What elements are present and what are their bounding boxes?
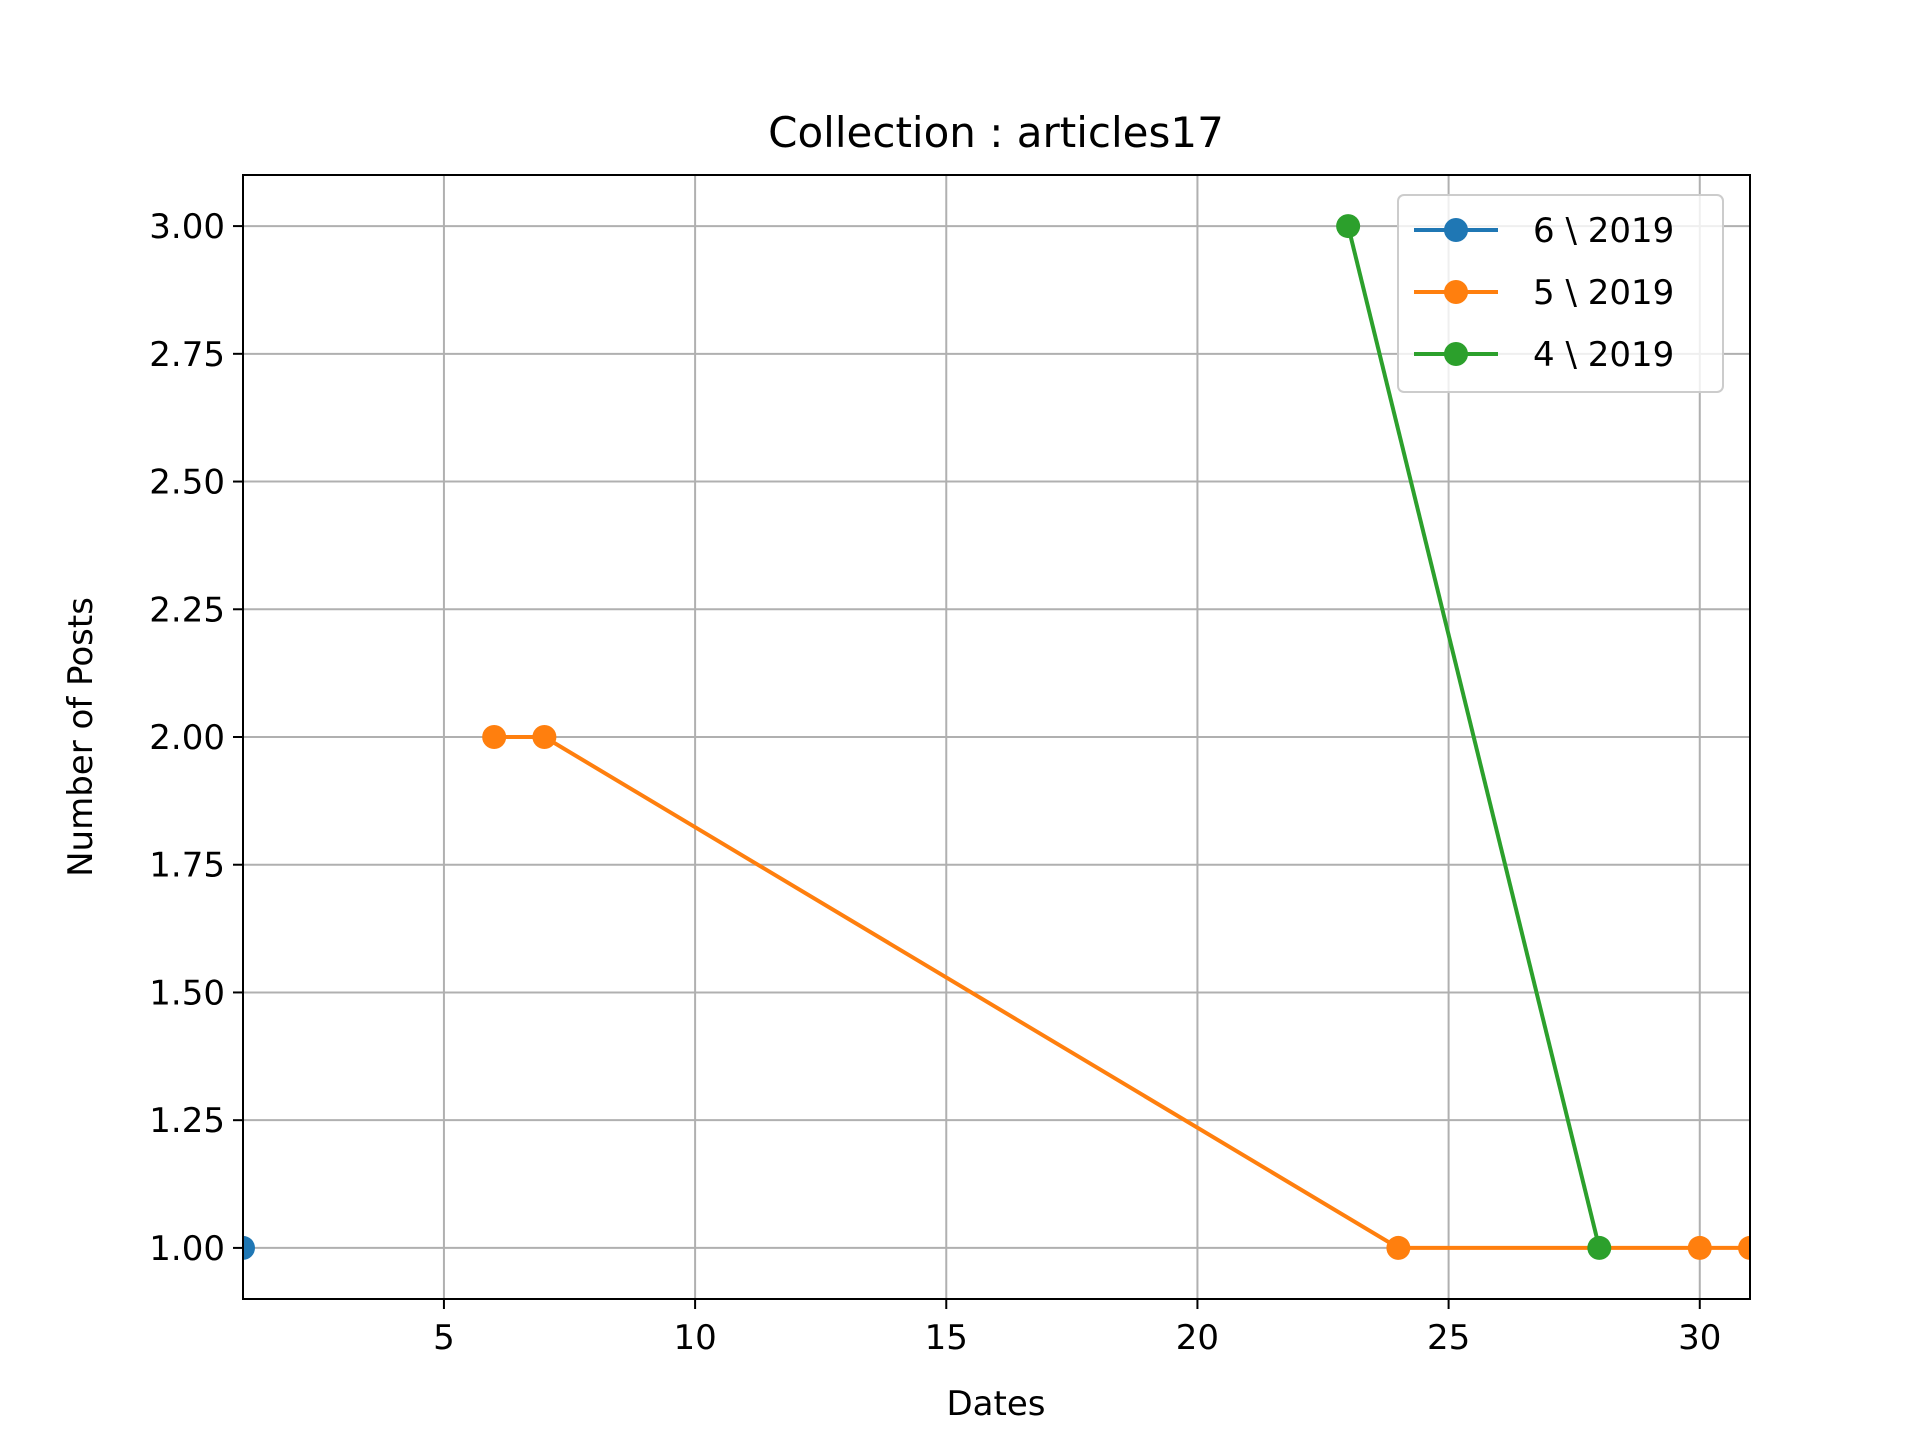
- x-tick-label: 15: [925, 1318, 968, 1358]
- legend-marker: [1444, 342, 1468, 366]
- series-layer: [243, 214, 1750, 1260]
- y-tick-label: 2.25: [149, 590, 225, 630]
- legend-marker: [1444, 218, 1468, 242]
- data-point: [1587, 1235, 1612, 1260]
- legend-box: [1397, 194, 1724, 393]
- y-tick-label: 2.00: [149, 718, 225, 758]
- y-tick-label: 3.00: [149, 207, 225, 247]
- data-point: [1687, 1235, 1712, 1260]
- legend: 6 \ 2019 5 \ 2019 4 \ 2019: [1397, 194, 1724, 393]
- y-tick-label: 2.50: [149, 463, 225, 503]
- legend-marker: [1444, 280, 1468, 304]
- x-tick-label: 25: [1427, 1318, 1470, 1358]
- legend-item: 6 \ 2019: [1414, 211, 1674, 251]
- data-point: [1738, 1235, 1750, 1260]
- x-tick-label: 20: [1176, 1318, 1219, 1358]
- grid-lines: [243, 175, 1750, 1299]
- x-tick-label: 5: [433, 1318, 455, 1358]
- legend-label: 5 \ 2019: [1533, 273, 1674, 313]
- chart-title: Collection : articles17: [768, 108, 1224, 157]
- x-axis-ticks: 5 10 15 20 25 30: [433, 1299, 1721, 1358]
- x-tick-label: 10: [673, 1318, 716, 1358]
- x-axis-label: Dates: [947, 1384, 1046, 1424]
- y-axis-ticks: 1.00 1.25 1.50 1.75 2.00 2.25 2.50 2.75 3.00: [149, 207, 243, 1269]
- data-point: [482, 725, 507, 749]
- data-point: [532, 725, 557, 749]
- series-line: [1346, 225, 1602, 1249]
- legend-item: 5 \ 2019: [1414, 273, 1674, 313]
- data-point: [1386, 1235, 1411, 1260]
- series: [482, 725, 1750, 1260]
- x-tick-label: 30: [1678, 1318, 1721, 1358]
- y-axis-label: Number of Posts: [61, 597, 101, 877]
- y-tick-label: 2.75: [149, 335, 225, 375]
- series: [1336, 214, 1612, 1260]
- legend-label: 4 \ 2019: [1533, 335, 1674, 375]
- y-tick-label: 1.00: [149, 1229, 225, 1269]
- legend-item: 4 \ 2019: [1414, 335, 1674, 375]
- y-tick-label: 1.75: [149, 846, 225, 886]
- series: [243, 1235, 255, 1260]
- data-point: [1336, 214, 1361, 239]
- data-point: [243, 1235, 255, 1260]
- y-tick-label: 1.50: [149, 973, 225, 1013]
- y-tick-label: 1.25: [149, 1101, 225, 1141]
- legend-label: 6 \ 2019: [1533, 211, 1674, 251]
